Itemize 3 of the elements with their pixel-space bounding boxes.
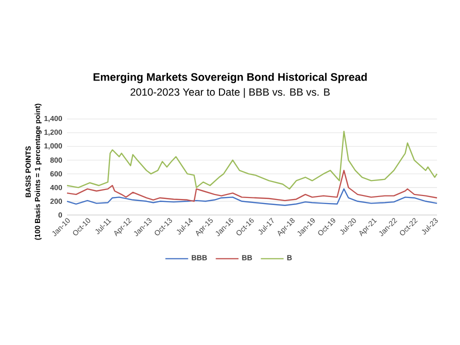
chart-subtitle: 2010-2023 Year to Date | BBB vs. BB vs. B xyxy=(130,88,330,98)
chart-title: Emerging Markets Sovereign Bond Historical Spread xyxy=(94,72,367,84)
line-series xyxy=(66,130,438,190)
